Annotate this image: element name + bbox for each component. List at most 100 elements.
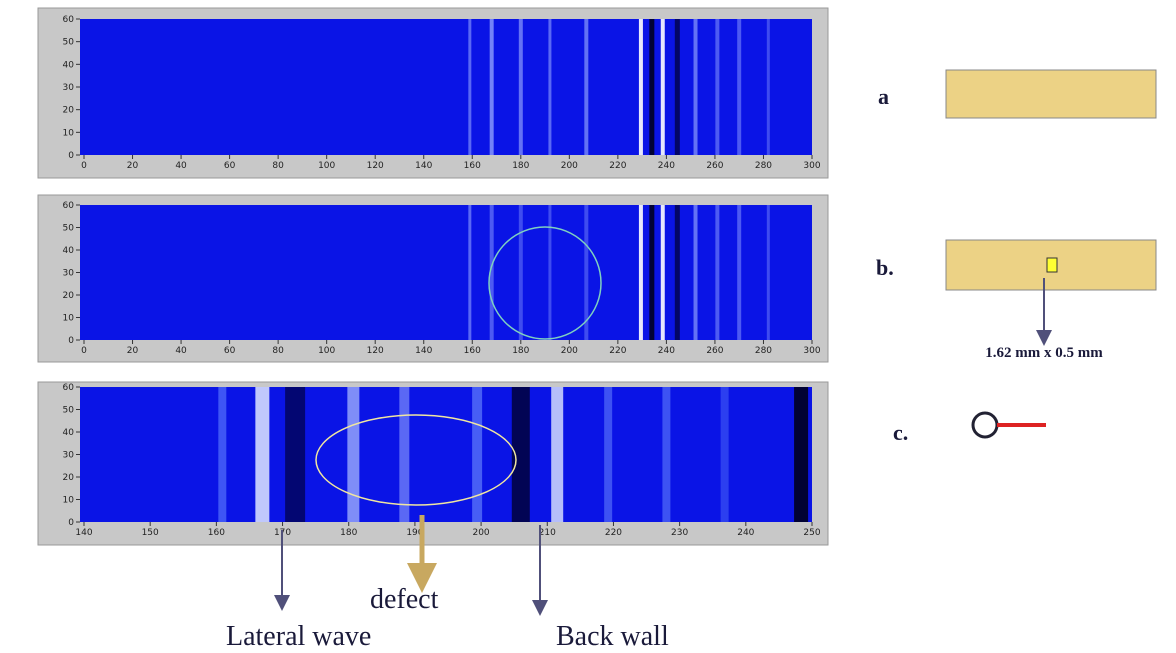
scan-stripe [548,19,552,155]
y-tick-label: 30 [63,83,75,93]
scan-stripe [518,205,523,340]
x-tick-label: 80 [272,346,284,356]
scan-stripe [285,387,306,522]
x-tick-label: 300 [803,161,820,171]
y-tick-label: 50 [63,224,75,234]
y-tick-label: 20 [63,106,75,116]
x-tick-label: 100 [318,161,335,171]
x-tick-label: 0 [81,161,87,171]
scan-stripe [638,19,643,155]
x-tick-label: 0 [81,346,87,356]
scan-stripe [693,205,698,340]
y-tick-label: 10 [63,314,75,324]
x-tick-label: 220 [605,528,622,538]
scan-stripe [649,205,655,340]
scan-stripe [715,19,720,155]
label-b: b. [876,255,894,280]
scan-stripe [604,387,613,522]
y-tick-label: 50 [63,406,75,416]
scan-panel: 0 20 40 60 80 100 120 140 160 180 200 220 240 260 280 3… [37,7,829,179]
x-tick-label: 140 [415,346,432,356]
x-tick-label: 160 [208,528,225,538]
x-tick-label: 140 [415,161,432,171]
x-tick-label: 250 [803,528,820,538]
x-tick-label: 220 [609,161,626,171]
y-tick-label: 60 [63,201,75,211]
x-tick-label: 200 [561,346,578,356]
scan-stripe [518,19,523,155]
x-tick-label: 120 [367,346,384,356]
probe-circle [971,411,999,439]
scan-stripe [218,387,227,522]
x-tick-label: 180 [512,346,529,356]
x-tick-label: 280 [755,161,772,171]
y-tick-label: 40 [63,246,75,256]
x-tick-label: 20 [127,346,139,356]
scan-stripe [638,205,643,340]
scan-stripe [766,205,770,340]
y-tick-label: 20 [63,291,75,301]
scan-stripe [674,205,680,340]
x-tick-label: 100 [318,346,335,356]
scan-stripe [649,19,655,155]
x-tick-label: 140 [75,528,92,538]
y-tick-label: 20 [63,473,75,483]
label-c: c. [893,420,908,445]
y-tick-label: 60 [63,383,75,393]
scan-stripe [347,387,360,522]
y-tick-label: 0 [68,151,74,161]
x-tick-label: 220 [609,346,626,356]
y-tick-label: 50 [63,38,75,48]
scan-stripe [662,387,671,522]
x-tick-label: 40 [175,346,187,356]
scan-panel: 0 20 40 60 80 100 120 140 160 180 200 220 240 260 280 3… [37,194,829,363]
x-tick-label: 200 [472,528,489,538]
x-tick-label: 230 [671,528,688,538]
scan-stripe [511,387,530,522]
scan-stripe [399,387,410,522]
x-tick-label: 300 [803,346,820,356]
scan-stripe [693,19,698,155]
scan-stripe [660,19,665,155]
back-wall-label: Back wall [556,621,669,652]
x-tick-label: 160 [464,346,481,356]
scan-panel: 1401501601701801902002102202302402500102… [37,381,829,546]
y-tick-label: 40 [63,60,75,70]
x-tick-label: 40 [175,161,187,171]
scan-image [80,387,812,522]
y-tick-label: 0 [68,336,74,346]
scan-stripe [584,19,589,155]
scan-stripe [489,205,494,340]
y-tick-label: 60 [63,15,75,25]
y-tick-label: 10 [63,128,75,138]
x-tick-label: 180 [512,161,529,171]
x-tick-label: 210 [539,528,556,538]
x-tick-label: 240 [737,528,754,538]
scan-stripe [468,205,472,340]
x-tick-label: 240 [658,161,675,171]
x-tick-label: 80 [272,161,284,171]
defect-circle [488,226,602,340]
scan-stripe [737,205,742,340]
defect-marker [1046,257,1058,273]
scan-stripe [255,387,270,522]
dimension-label: 1.62 mm x 0.5 mm [985,345,1103,361]
x-tick-label: 200 [561,161,578,171]
x-tick-label: 260 [706,346,723,356]
plate-a [945,69,1157,119]
scan-stripe [489,19,494,155]
y-tick-label: 0 [68,518,74,528]
scan-stripe [551,387,564,522]
x-tick-label: 150 [142,528,159,538]
x-tick-label: 160 [464,161,481,171]
scan-panels: 0 20 40 60 80 100 120 140 160 180 200 220 240 260 280 3… [37,7,829,546]
scan-stripe [468,19,472,155]
scan-stripe [584,205,589,340]
defect-label: defect [370,584,439,615]
lateral-wave-label: Lateral wave [226,621,371,652]
y-tick-label: 10 [63,496,75,506]
x-tick-label: 280 [755,346,772,356]
scan-stripe [472,387,483,522]
x-tick-label: 240 [658,346,675,356]
